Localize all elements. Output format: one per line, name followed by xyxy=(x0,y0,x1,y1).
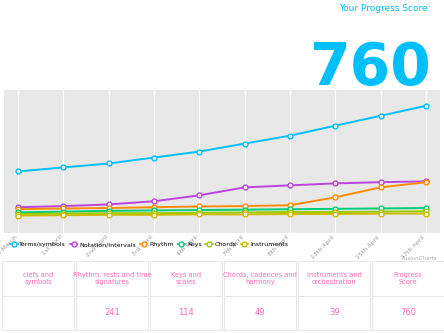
Bar xyxy=(76,296,148,330)
Text: 760: 760 xyxy=(400,308,416,317)
Bar xyxy=(2,261,74,296)
Text: Rhythm, rests and time
signatures: Rhythm, rests and time signatures xyxy=(73,272,151,285)
Bar xyxy=(76,261,148,296)
Text: FusionCharts: FusionCharts xyxy=(402,256,437,261)
Text: 760: 760 xyxy=(309,40,431,98)
Text: Chords, cadences and
harmony: Chords, cadences and harmony xyxy=(223,272,297,285)
Bar xyxy=(298,296,370,330)
Text: Your Progress Score:: Your Progress Score: xyxy=(339,4,431,14)
Bar xyxy=(372,296,444,330)
Bar xyxy=(150,296,222,330)
Text: Progress
Score: Progress Score xyxy=(394,272,422,285)
Bar xyxy=(298,261,370,296)
Bar xyxy=(224,296,296,330)
Text: 241: 241 xyxy=(104,308,120,317)
Legend: Terms/symbols, Notation/Intervals, Rhythm, Keys, Chords, Instruments: Terms/symbols, Notation/Intervals, Rhyth… xyxy=(8,239,290,250)
Bar xyxy=(150,261,222,296)
Text: clefs and
symbols: clefs and symbols xyxy=(23,272,53,285)
Text: 114: 114 xyxy=(178,308,194,317)
Text: 39: 39 xyxy=(329,308,339,317)
Bar xyxy=(224,261,296,296)
Bar xyxy=(2,296,74,330)
Text: Keys and
scales: Keys and scales xyxy=(171,272,201,285)
Text: 49: 49 xyxy=(255,308,266,317)
Text: Instruments and
orchestration: Instruments and orchestration xyxy=(307,272,361,285)
Bar xyxy=(372,261,444,296)
